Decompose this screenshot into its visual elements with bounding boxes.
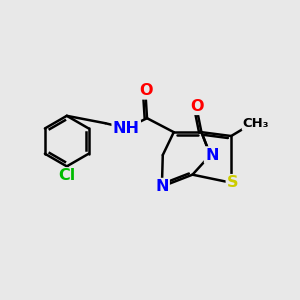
Text: NH: NH xyxy=(113,121,140,136)
Text: S: S xyxy=(227,175,239,190)
Text: N: N xyxy=(155,179,169,194)
Text: CH₃: CH₃ xyxy=(243,117,269,130)
Text: Cl: Cl xyxy=(58,168,75,183)
Text: O: O xyxy=(190,99,204,114)
Text: O: O xyxy=(139,83,152,98)
Text: N: N xyxy=(205,148,219,163)
